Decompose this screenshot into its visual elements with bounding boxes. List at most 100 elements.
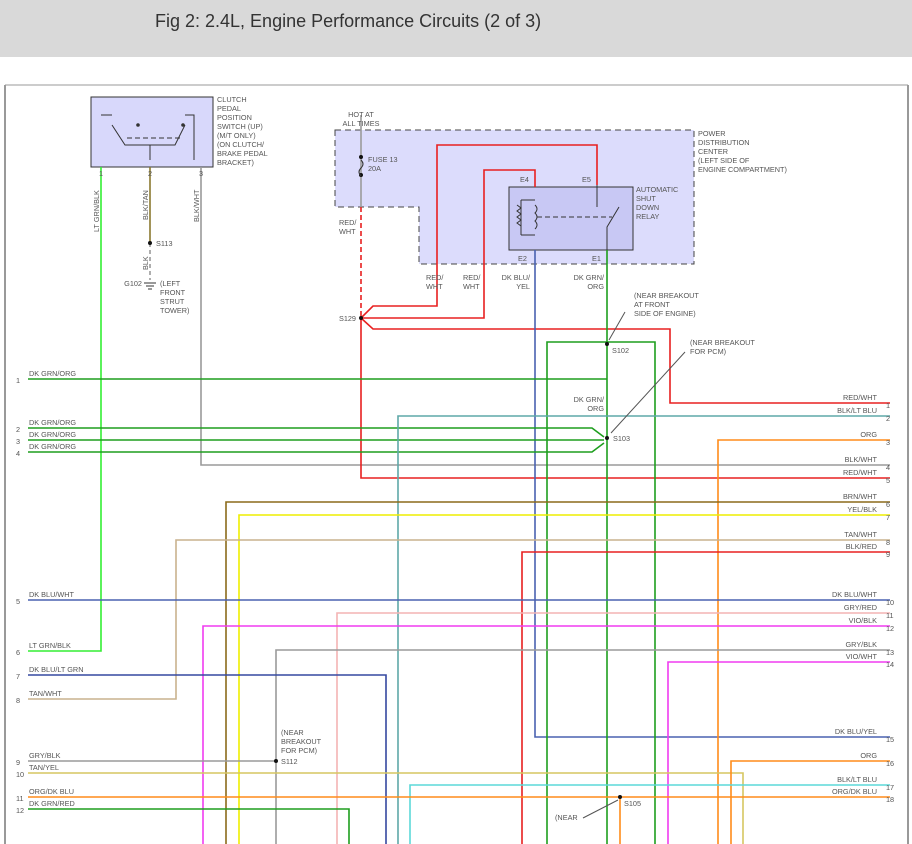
label: SIDE OF ENGINE)	[634, 309, 696, 318]
right-pin-label: YEL/BLK	[847, 505, 877, 514]
wire-dk-blu-lt-grn	[28, 674, 387, 844]
right-pin-label: RED/WHT	[843, 468, 878, 477]
wire-blk-wht	[200, 167, 890, 466]
label: DISTRIBUTION	[698, 138, 749, 147]
left-pin-number: 6	[16, 648, 20, 657]
splice-label: S103	[613, 434, 630, 443]
label: ORG	[587, 282, 604, 291]
label: POWER	[698, 129, 726, 138]
right-pin-number: 3	[886, 438, 890, 447]
label: RED/	[463, 273, 481, 282]
splice-dot	[605, 342, 609, 346]
note-arrows	[582, 311, 686, 819]
terminal-label: E5	[582, 175, 591, 184]
wire-label: BLK/WHT	[192, 189, 201, 222]
left-pin-number: 4	[16, 449, 20, 458]
label: RELAY	[636, 212, 660, 221]
left-pin-label: TAN/YEL	[29, 763, 59, 772]
right-pin-number: 10	[886, 598, 894, 607]
label: BREAKOUT	[281, 737, 322, 746]
right-pin-number: 12	[886, 624, 894, 633]
label: AT FRONT	[634, 300, 670, 309]
label: RED/	[339, 218, 357, 227]
wire-left-4	[28, 442, 605, 453]
wire-lt-grn-blk	[28, 167, 102, 652]
label: WHT	[426, 282, 443, 291]
left-pin-label: DK GRN/RED	[29, 799, 75, 808]
clutch-pedal-switch	[90, 96, 214, 168]
right-pin-label: BLK/WHT	[845, 455, 878, 464]
label: (NEAR BREAKOUT	[634, 291, 699, 300]
right-pin-number: 9	[886, 550, 890, 559]
left-pin-label: ORG/DK BLU	[29, 787, 74, 796]
left-pin-number: 7	[16, 672, 20, 681]
right-pin-label: VIO/BLK	[849, 616, 878, 625]
label: FOR PCM)	[281, 746, 317, 755]
label: BRACKET)	[217, 158, 254, 167]
label: (LEFT	[160, 279, 181, 288]
wire-gry-red	[336, 612, 890, 844]
wire-blk-lt-blu-2	[397, 415, 890, 844]
label: PEDAL	[217, 104, 241, 113]
splice-label: S102	[612, 346, 629, 355]
label: (NEAR	[281, 728, 304, 737]
splice-label: S112	[281, 757, 298, 766]
ground-label: G102	[124, 279, 142, 288]
wire-dk-grn-loop	[546, 341, 656, 844]
wire-red-wht-5	[360, 318, 890, 479]
right-pin-label: GRY/RED	[844, 603, 877, 612]
pin-number: 3	[199, 169, 203, 178]
right-pin-number: 17	[886, 783, 894, 792]
wire-red-wht-1	[360, 317, 890, 404]
resistor-icon	[516, 199, 535, 236]
left-pin-number: 5	[16, 597, 20, 606]
label: WHT	[339, 227, 356, 236]
splice-label: S129	[339, 314, 356, 323]
label: HOT AT	[348, 110, 374, 119]
right-pin-label: ORG	[860, 430, 877, 439]
label: CLUTCH	[217, 95, 247, 104]
asd-relay	[508, 186, 634, 251]
right-pin-number: 8	[886, 538, 890, 547]
wire-label: BLK/TAN	[141, 190, 150, 220]
right-pin-number: 7	[886, 513, 890, 522]
splice-dot	[148, 241, 152, 245]
right-pin-number: 16	[886, 759, 894, 768]
label: SWITCH (UP)	[217, 122, 263, 131]
label: STRUT	[160, 297, 185, 306]
pin-number: 2	[148, 169, 152, 178]
label: (M/T ONLY)	[217, 131, 256, 140]
wire-vio-wht	[667, 661, 890, 844]
left-pin-number: 1	[16, 376, 20, 385]
label: DK BLU/	[502, 273, 531, 282]
label: ENGINE COMPARTMENT)	[698, 165, 787, 174]
wire-tan-wht	[28, 539, 890, 700]
splice-label: S105	[624, 799, 641, 808]
left-pin-label: DK GRN/ORG	[29, 442, 76, 451]
label: FOR PCM)	[690, 347, 726, 356]
wire-blk-lt-blu-17	[409, 784, 890, 844]
label: (NEAR BREAKOUT	[690, 338, 755, 347]
label: YEL	[516, 282, 530, 291]
splice-label: S113	[156, 239, 173, 248]
terminal-label: E1	[592, 254, 601, 263]
splice-dot	[359, 155, 363, 159]
left-pin-label: GRY/BLK	[29, 751, 61, 760]
right-pin-label: GRY/BLK	[846, 640, 878, 649]
label: ALL TIMES	[343, 119, 380, 128]
right-pin-number: 1	[886, 401, 890, 410]
label: SHUT	[636, 194, 656, 203]
right-pin-label: DK BLU/WHT	[832, 590, 878, 599]
right-pin-number: 5	[886, 476, 890, 485]
left-pin-label: DK GRN/ORG	[29, 430, 76, 439]
label: ORG	[587, 404, 604, 413]
header: Fig 2: 2.4L, Engine Performance Circuits…	[0, 0, 912, 57]
pin-number: 1	[99, 169, 103, 178]
left-pin-label: TAN/WHT	[29, 689, 62, 698]
wire-blk-red	[521, 551, 890, 844]
label: TOWER)	[160, 306, 189, 315]
left-pin-number: 8	[16, 696, 20, 705]
left-pin-number: 3	[16, 437, 20, 446]
left-pin-label: DK BLU/LT GRN	[29, 665, 83, 674]
